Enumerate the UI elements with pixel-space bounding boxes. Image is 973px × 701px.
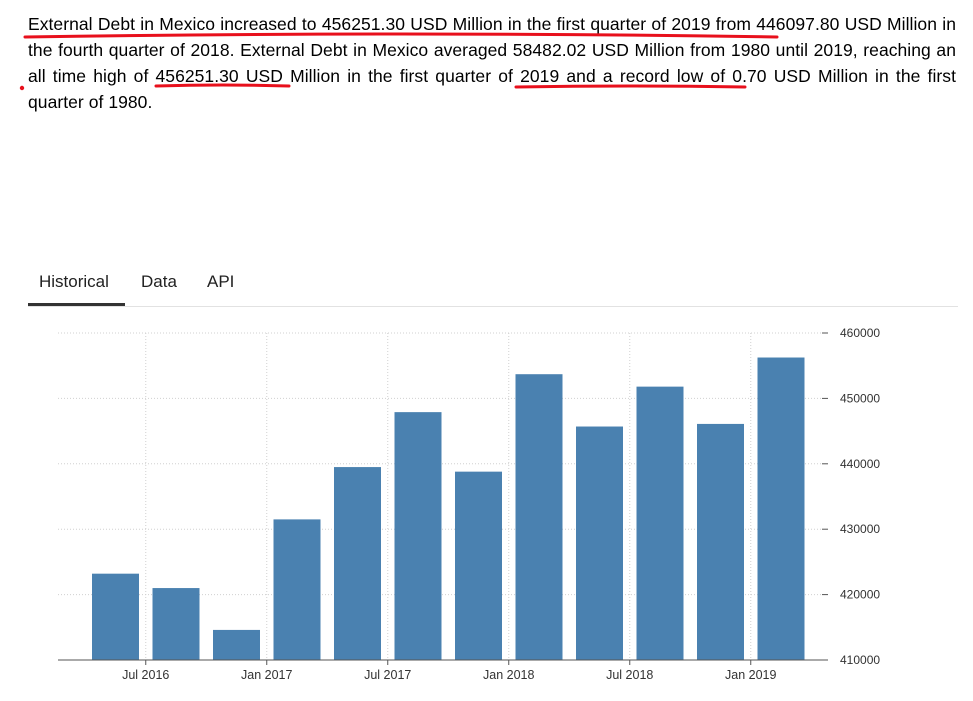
x-tick-label: Jan 2019 — [725, 668, 776, 682]
chart-tabs: Historical Data API — [28, 262, 958, 307]
summary-paragraph: External Debt in Mexico increased to 456… — [28, 14, 956, 112]
bar-q4-2018 — [697, 423, 744, 660]
bar-q2-2016 — [92, 573, 139, 660]
tab-api[interactable]: API — [207, 272, 235, 291]
bar-q4-2016 — [213, 629, 260, 660]
bar-q3-2017 — [394, 412, 442, 660]
y-tick-label: 410000 — [840, 653, 880, 667]
x-tick-label: Jan 2018 — [483, 668, 534, 682]
y-tick-label: 440000 — [840, 457, 880, 471]
bar-q2-2017 — [334, 467, 381, 660]
bar-q1-2019 — [757, 357, 805, 660]
bar-q3-2016 — [152, 588, 200, 660]
tab-historical[interactable]: Historical — [28, 262, 125, 306]
bar-q3-2018 — [636, 386, 684, 660]
y-tick-label: 460000 — [840, 326, 880, 340]
bar-q1-2018 — [515, 374, 563, 660]
bar-q1-2017 — [273, 519, 321, 660]
y-tick-label: 450000 — [840, 391, 880, 405]
x-tick-label: Jul 2017 — [364, 668, 411, 682]
tab-data[interactable]: Data — [141, 272, 177, 291]
bar-q2-2018 — [576, 426, 623, 660]
x-tick-label: Jan 2017 — [241, 668, 292, 682]
bar-q4-2017 — [455, 471, 502, 660]
x-tick-label: Jul 2016 — [122, 668, 169, 682]
y-tick-label: 430000 — [840, 522, 880, 536]
y-tick-label: 420000 — [840, 588, 880, 602]
x-tick-label: Jul 2018 — [606, 668, 653, 682]
